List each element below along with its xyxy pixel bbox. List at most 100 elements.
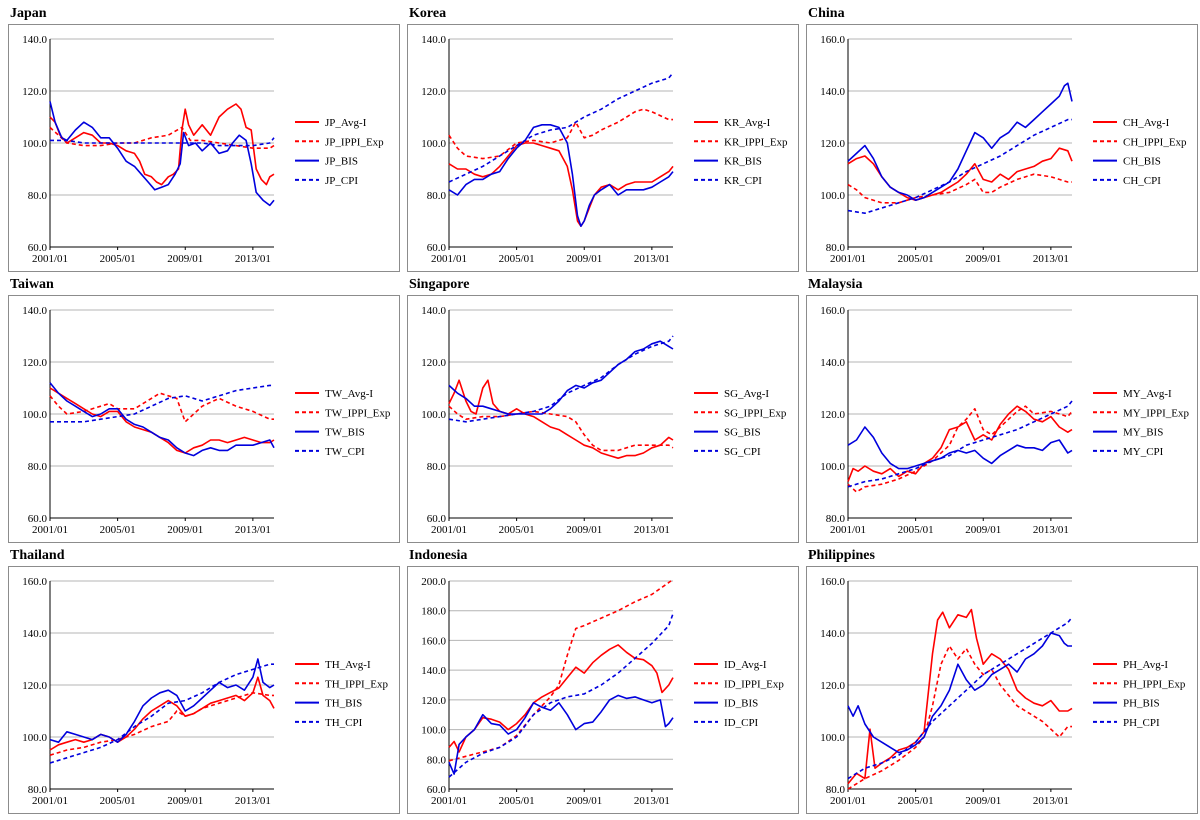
chart-panel-korea: Korea 60.0 80.0 100.0 120.0 140.0 2001/01 2005/… (407, 4, 799, 272)
chart-title: Philippines (808, 548, 875, 563)
legend-label: PH_IPPI_Exp (1123, 678, 1186, 690)
chart-frame (407, 295, 799, 543)
x-tick-label: 2009/01 (167, 795, 203, 807)
y-tick-label: 100.0 (820, 461, 845, 473)
y-tick-label: 60.0 (427, 784, 447, 796)
series-line-jp-cpi (50, 137, 275, 147)
x-tick-label: 2001/01 (830, 524, 866, 536)
y-tick-label: 140.0 (22, 628, 47, 640)
series-line-jp-bis (49, 101, 275, 207)
chart-panel-malaysia: Malaysia 80.0 100.0 120.0 140.0 160.0 2001/01 2… (806, 275, 1198, 543)
legend-label: ID_Avg-I (724, 659, 767, 671)
x-tick-label: 2009/01 (965, 795, 1001, 807)
legend-label: PH_Avg-I (1123, 659, 1168, 671)
y-tick-label: 80.0 (427, 461, 447, 473)
x-tick-label: 2005/01 (898, 795, 934, 807)
chart-svg-thailand: 80.0 100.0 120.0 140.0 160.0 2001/01 2005/01 20… (22, 576, 388, 807)
series-line-my-avg-i (847, 405, 1073, 482)
legend-label: CH_Avg-I (1123, 117, 1170, 129)
chart-frame (806, 24, 1198, 272)
legend-label: ID_BIS (724, 698, 758, 710)
y-tick-label: 120.0 (421, 86, 446, 98)
y-tick-label: 140.0 (820, 628, 845, 640)
y-tick-label: 160.0 (421, 635, 446, 647)
x-tick-label: 2009/01 (566, 795, 602, 807)
series-line-jp-avg-i (49, 103, 275, 186)
series-line-id-avg-i (448, 644, 674, 753)
series-line-tw-cpi (50, 384, 274, 423)
chart-svg-malaysia: 80.0 100.0 120.0 140.0 160.0 2001/01 2005/01 20… (820, 305, 1190, 536)
x-tick-label: 2009/01 (167, 524, 203, 536)
legend-label: MY_IPPI_Exp (1123, 407, 1190, 419)
chart-svg-singapore: 60.0 80.0 100.0 120.0 140.0 2001/01 2005/01 200… (421, 305, 787, 536)
legend-label: JP_IPPI_Exp (325, 136, 384, 148)
y-tick-label: 80.0 (826, 784, 846, 796)
x-tick-label: 2009/01 (965, 253, 1001, 265)
chart-frame (8, 295, 400, 543)
x-tick-label: 2005/01 (100, 524, 136, 536)
y-tick-label: 100.0 (421, 409, 446, 421)
y-tick-label: 140.0 (22, 305, 47, 317)
legend-label: PH_BIS (1123, 698, 1160, 710)
y-tick-label: 180.0 (421, 606, 446, 618)
legend-label: TH_CPI (325, 717, 363, 729)
y-tick-label: 100.0 (421, 725, 446, 737)
legend-label: KR_IPPI_Exp (724, 136, 788, 148)
chart-title: Japan (10, 6, 47, 21)
series-line-ph-ippi-exp (847, 645, 1072, 790)
series-line-sg-avg-i (448, 379, 674, 459)
legend-label: KR_Avg-I (724, 117, 771, 129)
legend-label: MY_BIS (1123, 427, 1163, 439)
y-tick-label: 160.0 (820, 576, 845, 588)
y-tick-label: 120.0 (22, 680, 47, 692)
chart-svg-korea: 60.0 80.0 100.0 120.0 140.0 2001/01 2005/01 200… (421, 34, 788, 265)
x-tick-label: 2013/01 (1033, 524, 1069, 536)
y-tick-label: 120.0 (820, 138, 845, 150)
legend-label: TH_Avg-I (325, 659, 371, 671)
y-tick-label: 120.0 (22, 86, 47, 98)
y-tick-label: 60.0 (28, 242, 48, 254)
y-tick-label: 80.0 (427, 190, 447, 202)
legend-label: TH_BIS (325, 698, 362, 710)
x-tick-label: 2009/01 (566, 253, 602, 265)
y-tick-label: 60.0 (427, 513, 447, 525)
chart-panel-japan: Japan 60.0 80.0 100.0 120.0 140.0 2001/01 2005/… (8, 4, 400, 272)
y-tick-label: 80.0 (28, 784, 48, 796)
chart-panel-philippines: Philippines 80.0 100.0 120.0 140.0 160.0 2001/… (806, 546, 1198, 814)
chart-frame (407, 566, 799, 814)
x-tick-label: 2013/01 (235, 524, 271, 536)
series-line-my-ippi-exp (847, 405, 1073, 493)
x-tick-label: 2005/01 (100, 253, 136, 265)
y-tick-label: 140.0 (820, 357, 845, 369)
series-line-sg-ippi-exp (448, 405, 674, 452)
legend-label: TW_CPI (325, 446, 365, 458)
legend-label: JP_Avg-I (325, 117, 367, 129)
chart-frame (806, 295, 1198, 543)
y-tick-label: 120.0 (421, 357, 446, 369)
series-line-sg-bis (448, 340, 674, 415)
y-tick-label: 140.0 (820, 86, 845, 98)
y-tick-label: 100.0 (22, 409, 47, 421)
x-tick-label: 2001/01 (830, 795, 866, 807)
x-tick-label: 2001/01 (32, 795, 68, 807)
series-line-ch-cpi (847, 118, 1072, 214)
chart-panel-indonesia: Indonesia 60.0 80.0 100.0 120.0 140.0 160.0 180… (407, 546, 799, 814)
x-tick-label: 2013/01 (235, 795, 271, 807)
legend-label: PH_CPI (1123, 717, 1160, 729)
legend-label: ID_CPI (724, 717, 759, 729)
chart-title: Singapore (409, 277, 470, 292)
series-line-ch-ippi-exp (847, 173, 1072, 204)
x-tick-label: 2013/01 (1033, 795, 1069, 807)
series-line-kr-ippi-exp (448, 108, 673, 160)
chart-panel-thailand: Thailand 80.0 100.0 120.0 140.0 160.0 2001/01 2… (8, 546, 400, 814)
legend-label: TH_IPPI_Exp (325, 678, 388, 690)
y-tick-label: 120.0 (820, 680, 845, 692)
x-tick-label: 2001/01 (431, 795, 467, 807)
chart-panel-taiwan: Taiwan 60.0 80.0 100.0 120.0 140.0 2001/01 2005… (8, 275, 400, 543)
chart-frame (8, 24, 400, 272)
y-tick-label: 100.0 (820, 732, 845, 744)
x-tick-label: 2001/01 (830, 253, 866, 265)
x-tick-label: 2001/01 (431, 253, 467, 265)
x-tick-label: 2013/01 (634, 524, 670, 536)
